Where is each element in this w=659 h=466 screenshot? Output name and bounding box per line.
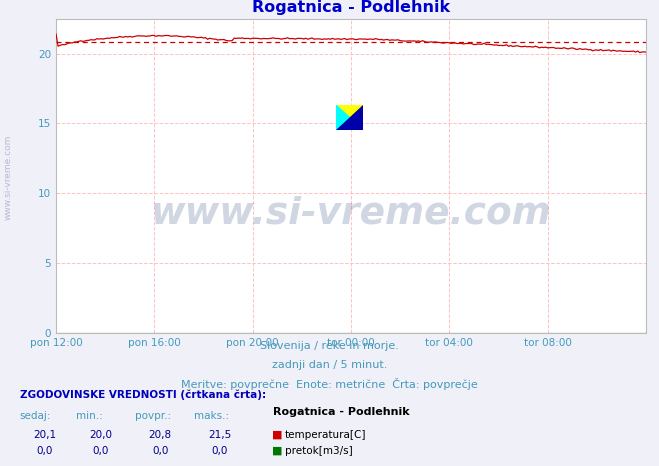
Text: zadnji dan / 5 minut.: zadnji dan / 5 minut. [272,360,387,370]
Text: www.si-vreme.com: www.si-vreme.com [4,134,13,220]
Text: ■: ■ [272,446,282,456]
Text: 21,5: 21,5 [208,430,231,440]
Text: Rogatnica - Podlehnik: Rogatnica - Podlehnik [273,407,410,417]
Text: Meritve: povprečne  Enote: metrične  Črta: povprečje: Meritve: povprečne Enote: metrične Črta:… [181,378,478,391]
Text: min.:: min.: [76,411,103,421]
Text: 0,0: 0,0 [37,446,53,456]
Text: temperatura[C]: temperatura[C] [285,430,366,440]
Text: 0,0: 0,0 [212,446,227,456]
Title: Rogatnica - Podlehnik: Rogatnica - Podlehnik [252,0,450,15]
Polygon shape [336,105,363,130]
Text: ZGODOVINSKE VREDNOSTI (črtkana črta):: ZGODOVINSKE VREDNOSTI (črtkana črta): [20,389,266,400]
Text: ■: ■ [272,430,282,440]
Polygon shape [336,105,363,130]
Text: 20,8: 20,8 [148,430,172,440]
Text: Slovenija / reke in morje.: Slovenija / reke in morje. [260,341,399,351]
Text: www.si-vreme.com: www.si-vreme.com [150,196,552,232]
Text: 20,1: 20,1 [33,430,57,440]
Text: povpr.:: povpr.: [135,411,171,421]
Polygon shape [336,105,363,130]
Text: pretok[m3/s]: pretok[m3/s] [285,446,353,456]
Text: 20,0: 20,0 [90,430,112,440]
Text: 0,0: 0,0 [152,446,168,456]
Text: maks.:: maks.: [194,411,229,421]
Text: 0,0: 0,0 [93,446,109,456]
Text: sedaj:: sedaj: [20,411,51,421]
